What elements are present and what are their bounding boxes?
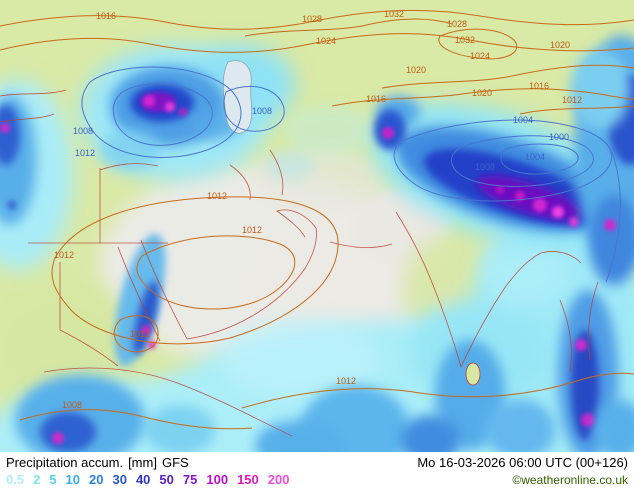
footer-legend-row: 0.5 2 5 10 20 30 40 50 75 100 150 200 ©weatheronlin… (6, 472, 628, 489)
coastlines-and-borders (0, 89, 599, 437)
isobar-label: 1024 (470, 51, 491, 61)
isobar-label: 1012 (75, 148, 96, 158)
legend-value: 100 (206, 472, 229, 487)
footer-title-row: Precipitation accum. [mm] GFS Mo 16-03-2… (6, 455, 628, 472)
isobar-label: 1000 (549, 132, 570, 142)
precip-scale-legend: 0.5 2 5 10 20 30 40 50 75 100 150 200 (6, 472, 289, 488)
isobar-label: 1012 (207, 191, 228, 201)
isobar-label: 1028 (447, 19, 468, 29)
legend-value: 20 (89, 472, 104, 487)
legend-value: 2 (33, 472, 41, 487)
isobar-label: 1016 (96, 11, 117, 21)
isobar-label: 1016 (529, 81, 550, 91)
isobars-orange (0, 9, 634, 430)
model-label: GFS (161, 455, 189, 470)
parameter-label: Precipitation accum. (6, 455, 124, 470)
legend-value: 5 (49, 472, 57, 487)
isobar-label: 1012 (242, 225, 263, 235)
isobar-label: 1012 (54, 250, 75, 260)
isobar-label: 1004 (513, 115, 534, 125)
valid-time: Mo 16-03-2026 06:00 UTC (00+126) (417, 455, 628, 470)
footer-bar: Precipitation accum. [mm] GFS Mo 16-03-2… (0, 452, 634, 490)
map-graphic (0, 9, 634, 452)
map-title: Precipitation accum. [mm] GFS (6, 455, 189, 470)
isobar-label: 1004 (525, 152, 546, 162)
isobar-label: 1032 (455, 35, 476, 45)
isobar-label: 1008 (62, 400, 83, 410)
isobar-label: 1020 (406, 65, 427, 75)
isobar-label: 1008 (252, 106, 273, 116)
isobar-label: 1024 (316, 36, 337, 46)
isobars-blue (81, 66, 621, 283)
isobar-label: 1008 (475, 162, 496, 172)
map-canvas: 1016 1028 1032 1024 1020 1028 1032 1024 1020 1016… (0, 0, 634, 452)
isobar-label: 1016 (366, 94, 387, 104)
legend-value: 75 (182, 472, 198, 487)
legend-value: 40 (135, 472, 151, 487)
legend-value: 50 (159, 472, 174, 487)
copyright: ©weatheronline.co.uk (512, 473, 628, 487)
isobar-label: 1012 (336, 376, 357, 386)
isobar-label: 1012 (562, 95, 583, 105)
sri-lanka-island (465, 362, 481, 386)
unit-label: [mm] (128, 455, 157, 470)
legend-value: 200 (267, 472, 290, 487)
precipitation-layer (0, 35, 634, 452)
legend-value: 30 (112, 472, 127, 487)
isobar-label: 1008 (73, 126, 94, 136)
isobar-label: 1020 (550, 40, 571, 50)
legend-value: 0.5 (6, 472, 25, 487)
contour-labels: 1016 1028 1032 1024 1020 1028 1032 1024 1020 1016… (54, 9, 583, 410)
isobar-label: 1028 (302, 14, 323, 24)
isobar-label: 1012 (130, 329, 151, 339)
isobar-label: 1032 (384, 9, 405, 19)
legend-value: 10 (65, 472, 81, 487)
legend-value: 150 (237, 472, 259, 487)
isobar-label: 1020 (472, 88, 493, 98)
